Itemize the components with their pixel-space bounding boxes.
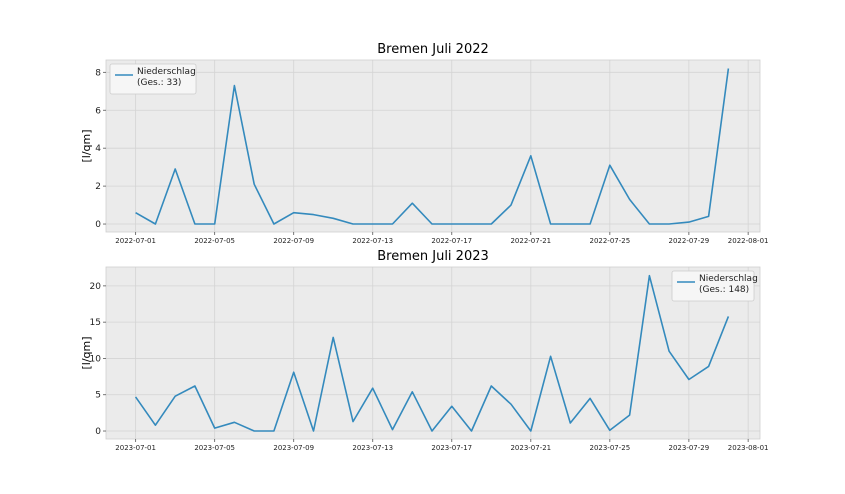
legend: Niederschlag(Ges.: 33) bbox=[109, 63, 197, 95]
x-tick-label: 2022-07-21 bbox=[510, 237, 551, 245]
y-tick-label: 6 bbox=[95, 106, 101, 116]
x-tick-label: 2022-07-09 bbox=[273, 237, 314, 245]
y-tick-label: 5 bbox=[95, 391, 101, 401]
y-tick-label: 0 bbox=[95, 220, 101, 230]
x-tick-label: 2023-07-01 bbox=[115, 444, 156, 452]
y-tick-label: 4 bbox=[95, 144, 101, 154]
x-tick-label: 2023-07-25 bbox=[589, 444, 630, 452]
legend-label: Niederschlag bbox=[699, 274, 758, 284]
y-tick-label: 0 bbox=[95, 427, 101, 437]
y-tick-label: 10 bbox=[90, 354, 102, 364]
series-line-niederschlag bbox=[135, 68, 730, 225]
chart-panel-2: 0 5 10 15 20 2023-07-01 2023-07-05 2023-07-09 20… bbox=[80, 249, 768, 452]
legend-label: Niederschlag bbox=[137, 67, 196, 77]
chart-title: Bremen Juli 2023 bbox=[377, 249, 489, 264]
legend-label: (Ges.: 148) bbox=[699, 285, 749, 295]
plot-area bbox=[106, 267, 760, 439]
y-tick-label: 8 bbox=[95, 68, 101, 78]
plot-area bbox=[106, 60, 760, 232]
plot-frame bbox=[105, 59, 761, 233]
x-tick-label: 2023-07-05 bbox=[194, 444, 235, 452]
legend-box bbox=[109, 63, 197, 95]
x-tick-label: 2023-07-13 bbox=[352, 444, 393, 452]
chart-panel-1: 0 2 4 6 8 2022-07-01 2022-07-05 2022-07-09 2022-… bbox=[80, 42, 768, 245]
x-tick-label: 2022-07-05 bbox=[194, 237, 235, 245]
y-axis-label: [l/qm] bbox=[80, 336, 93, 369]
x-tick-label: 2022-07-25 bbox=[589, 237, 630, 245]
x-tick-label: 2023-07-29 bbox=[669, 444, 710, 452]
x-tick-label: 2022-07-29 bbox=[669, 237, 710, 245]
x-tick-label: 2023-07-21 bbox=[510, 444, 551, 452]
x-tick-label: 2022-08-01 bbox=[728, 237, 769, 245]
legend: Niederschlag(Ges.: 148) bbox=[671, 270, 758, 302]
x-tick-label: 2023-07-17 bbox=[431, 444, 472, 452]
x-tick-label: 2022-07-01 bbox=[115, 237, 156, 245]
legend-box bbox=[671, 270, 755, 302]
y-tick-label: 2 bbox=[95, 182, 101, 192]
plot-frame bbox=[105, 266, 761, 440]
chart-title: Bremen Juli 2022 bbox=[377, 42, 489, 57]
y-tick-label: 15 bbox=[90, 318, 101, 328]
x-tick-label: 2023-07-09 bbox=[273, 444, 314, 452]
series-line-niederschlag bbox=[134, 274, 730, 432]
y-tick-label: 20 bbox=[90, 282, 102, 292]
legend-label: (Ges.: 33) bbox=[137, 78, 181, 88]
x-tick-label: 2023-08-01 bbox=[728, 444, 769, 452]
x-tick-label: 2022-07-17 bbox=[431, 237, 472, 245]
y-axis-label: [l/qm] bbox=[80, 129, 93, 162]
x-tick-label: 2022-07-13 bbox=[352, 237, 393, 245]
